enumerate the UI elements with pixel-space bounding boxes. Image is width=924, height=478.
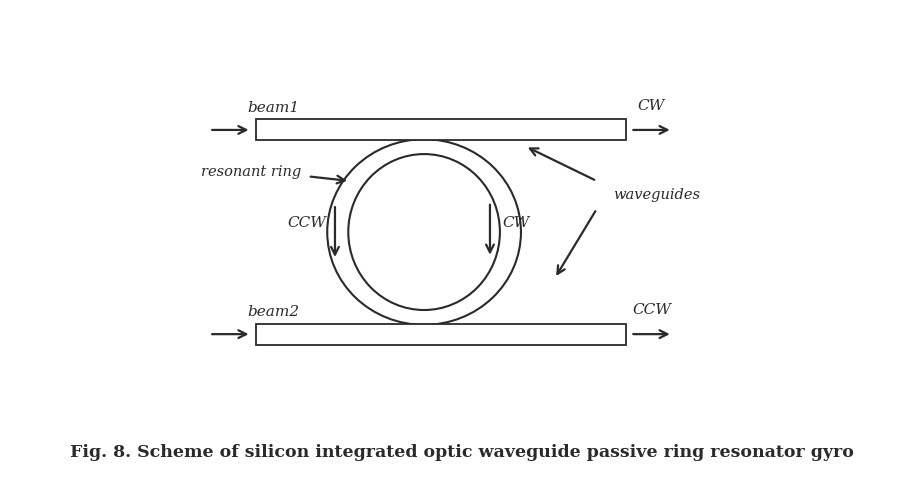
Text: CCW: CCW (632, 303, 671, 317)
Text: resonant ring: resonant ring (201, 165, 301, 179)
Ellipse shape (327, 139, 521, 325)
Ellipse shape (348, 154, 500, 310)
Text: CW: CW (503, 216, 529, 230)
Text: CW: CW (638, 98, 665, 112)
Text: beam2: beam2 (248, 305, 299, 319)
Text: waveguides: waveguides (614, 188, 700, 202)
Text: beam1: beam1 (248, 101, 299, 115)
Bar (256, 120, 626, 141)
Text: CCW: CCW (287, 216, 326, 230)
Text: Fig. 8. Scheme of silicon integrated optic waveguide passive ring resonator gyro: Fig. 8. Scheme of silicon integrated opt… (70, 444, 854, 461)
Bar (256, 324, 626, 345)
